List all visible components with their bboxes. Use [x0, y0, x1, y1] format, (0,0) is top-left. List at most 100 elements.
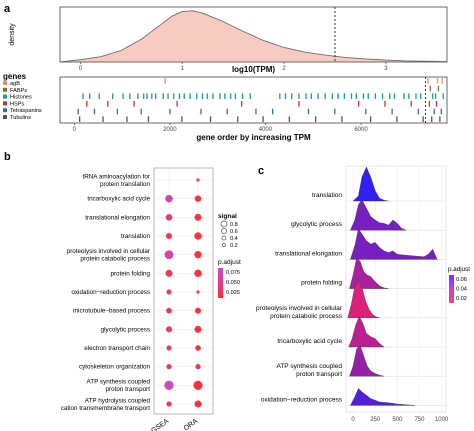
density-y-axis-label: density	[9, 23, 16, 46]
ridge-category-label: protein folding	[301, 280, 342, 287]
ridge-x-tick-label: 750	[414, 417, 425, 423]
gene-tick-tetraspanins	[140, 108, 142, 115]
dotplot-point	[166, 345, 172, 351]
dotplot-point	[194, 400, 202, 408]
size-legend-label: 0.2	[230, 243, 238, 249]
gene-tick-hsps	[435, 101, 438, 107]
gene-tick-tetraspanins	[272, 108, 274, 115]
ridge-color-legend-tick: 0.02	[456, 296, 467, 302]
gene-tick-tetraspanins	[334, 108, 336, 115]
ridge-color-legend-tick: 0.04	[456, 287, 467, 293]
gene-strip-frame	[59, 76, 448, 124]
dotplot-category-label: tRNA aminoacylation for protein translati…	[82, 173, 150, 188]
dotplot-point	[166, 363, 172, 370]
panel-label-a: a	[4, 3, 11, 15]
gene-legend-swatch	[3, 115, 7, 119]
dotplot-point	[195, 345, 201, 351]
gene-tick-hsps	[176, 101, 178, 107]
gene-tick-histones	[279, 93, 281, 99]
gene-tick-histones	[162, 93, 164, 99]
gene-tick-agb	[427, 78, 429, 84]
dotplot-point	[165, 326, 173, 333]
gene-x-tick-label: 2000	[163, 127, 177, 133]
dotplot-point	[166, 289, 172, 295]
size-legend-dot	[221, 228, 227, 234]
gene-tick-tetraspanins	[226, 108, 228, 115]
dotplot-point	[194, 325, 202, 333]
dotplot-category-label: electron transport chain	[84, 345, 150, 352]
gene-tick-hsps	[86, 101, 88, 107]
gene-tick-histones	[167, 93, 169, 99]
dotplot-category-label: cytoskeleton organization	[79, 364, 151, 371]
dotplot-point	[165, 214, 173, 221]
ridge-x-tick-label: 250	[370, 417, 381, 423]
density-x-tick-label: 0	[79, 66, 83, 72]
ridge-category-label: oxidation−reduction process	[261, 396, 343, 403]
gene-tick-histones	[355, 93, 357, 99]
ridge-category-label: proteolysis involved in cellular protein …	[256, 305, 343, 320]
gene-tick-histones	[229, 93, 232, 99]
gene-tick-histones	[183, 93, 185, 99]
gene-tick-hsps	[107, 101, 109, 107]
gene-tick-histones	[310, 93, 313, 99]
gene-tick-tetraspanins	[440, 108, 442, 115]
gene-legend-label: HSPs	[10, 101, 25, 107]
dotplot-point	[196, 178, 200, 182]
gene-tick-histones	[111, 93, 114, 99]
gene-tick-histones	[151, 93, 153, 99]
gene-tick-tetraspanins	[255, 108, 257, 115]
ridge-x-tick-label: 500	[392, 417, 403, 423]
gene-tick-tetraspanins	[93, 108, 96, 115]
dotplot-point	[166, 307, 172, 314]
gene-tick-hsps	[384, 101, 386, 107]
gene-tick-histones	[82, 93, 84, 99]
density-x-axis-label: log10(TPM)	[232, 65, 275, 74]
gene-tick-histones	[350, 93, 353, 99]
gene-tick-histones	[173, 93, 175, 99]
ridge-density	[352, 166, 389, 202]
panel-label-c: c	[258, 165, 264, 177]
gene-tick-histones	[178, 93, 181, 99]
gene-tick-tubulins	[126, 116, 128, 122]
gene-tick-histones	[403, 93, 405, 99]
ridge-density	[348, 315, 385, 348]
ridge-color-legend-title: p.adjust	[448, 266, 470, 273]
gene-tick-tetraspanins	[365, 108, 367, 115]
gene-legend-swatch	[3, 94, 7, 99]
gene-tick-histones	[212, 93, 214, 99]
gene-tick-tetraspanins	[391, 108, 393, 115]
dotplot-category-label: oxidation−reduction process	[71, 289, 150, 296]
ridge-color-legend-bar	[449, 275, 454, 303]
density-x-tick-label: 1	[181, 66, 185, 72]
gene-tick-tetraspanins	[77, 108, 79, 115]
gene-tick-histones	[393, 93, 396, 99]
dotplot-point	[164, 380, 174, 390]
dotplot-category-label: proteolysis involved in cellular protein …	[67, 248, 150, 263]
gene-tick-fabps	[429, 85, 431, 92]
gene-legend-swatch	[3, 108, 7, 113]
gene-tick-tubulins	[422, 116, 424, 122]
gene-tick-histones	[249, 93, 251, 99]
gene-tick-hsps	[358, 101, 360, 107]
dotplot-point	[194, 195, 202, 202]
dotplot-category-label: protein folding	[110, 270, 150, 277]
gene-tick-histones	[415, 93, 417, 99]
gene-tick-tubulins	[396, 116, 398, 122]
ridge-x-tick-label: 1000	[435, 417, 449, 423]
dotplot-category-label: tricarboxylic acid cycle	[87, 196, 150, 203]
panel-b: tRNA aminoacylation for protein translati…	[61, 167, 241, 431]
gene-tick-tubulins	[102, 116, 104, 122]
gene-legend-swatch	[3, 87, 7, 92]
gene-x-tick-label: 0	[73, 127, 77, 133]
gene-legend-swatch	[3, 101, 7, 106]
density-curve	[59, 10, 448, 63]
size-legend-dot	[221, 235, 227, 241]
gene-tick-hsps	[410, 101, 412, 107]
gene-tick-histones	[305, 93, 307, 99]
gene-legend-label: Histones	[10, 95, 32, 101]
gene-tick-histones	[389, 93, 391, 99]
panel-label-b: b	[4, 151, 11, 163]
gene-tick-histones	[408, 93, 410, 99]
gene-tick-agb	[164, 78, 166, 84]
dotplot-category-label: ATP synthesis coupled proton transport	[87, 379, 151, 394]
